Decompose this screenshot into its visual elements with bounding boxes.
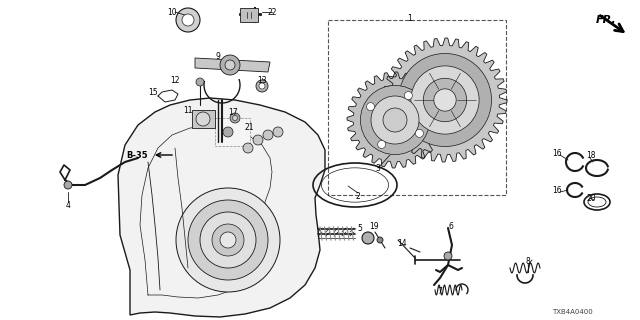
Circle shape: [176, 188, 280, 292]
Text: FR.: FR.: [596, 15, 617, 25]
Circle shape: [263, 130, 273, 140]
Circle shape: [367, 103, 374, 111]
Polygon shape: [195, 58, 270, 72]
Circle shape: [188, 200, 268, 280]
Circle shape: [399, 53, 492, 147]
Circle shape: [377, 237, 383, 243]
Text: 1: 1: [408, 13, 412, 22]
Text: 3: 3: [376, 164, 380, 172]
Circle shape: [259, 83, 265, 89]
Text: 17: 17: [228, 108, 238, 116]
Circle shape: [176, 8, 200, 32]
Polygon shape: [192, 110, 215, 128]
Text: 7: 7: [438, 287, 442, 297]
Circle shape: [253, 135, 263, 145]
Text: 5: 5: [358, 223, 362, 233]
Circle shape: [434, 89, 456, 111]
Circle shape: [230, 113, 240, 123]
Bar: [328, 20, 506, 195]
Text: 18: 18: [586, 150, 596, 159]
Circle shape: [404, 92, 412, 100]
Circle shape: [220, 55, 240, 75]
Circle shape: [223, 127, 233, 137]
Polygon shape: [383, 38, 507, 162]
Polygon shape: [118, 98, 325, 317]
Circle shape: [444, 252, 452, 260]
Circle shape: [411, 66, 479, 134]
Text: 2: 2: [356, 191, 360, 201]
Circle shape: [243, 143, 253, 153]
Circle shape: [371, 96, 419, 144]
Text: 21: 21: [244, 123, 253, 132]
Text: 20: 20: [586, 194, 596, 203]
Circle shape: [362, 232, 374, 244]
Text: 11: 11: [183, 106, 193, 115]
Text: 8: 8: [525, 258, 531, 267]
Text: 15: 15: [148, 87, 158, 97]
Text: 9: 9: [216, 52, 220, 60]
Text: 16: 16: [552, 148, 562, 157]
Polygon shape: [347, 72, 443, 168]
Polygon shape: [240, 8, 258, 22]
Text: 19: 19: [369, 221, 379, 230]
Text: 10: 10: [167, 7, 177, 17]
Text: 16: 16: [552, 186, 562, 195]
Text: B-35: B-35: [126, 150, 148, 159]
Text: 14: 14: [397, 238, 407, 247]
Circle shape: [378, 140, 386, 148]
Text: 6: 6: [449, 221, 453, 230]
Circle shape: [64, 181, 72, 189]
Circle shape: [360, 85, 429, 155]
Text: 4: 4: [65, 201, 70, 210]
Circle shape: [415, 129, 424, 137]
Circle shape: [200, 212, 256, 268]
Circle shape: [423, 78, 467, 122]
Circle shape: [220, 232, 236, 248]
Text: TXB4A0400: TXB4A0400: [552, 309, 593, 315]
Circle shape: [196, 112, 210, 126]
Circle shape: [225, 60, 235, 70]
Text: 22: 22: [268, 7, 276, 17]
Circle shape: [212, 224, 244, 256]
Circle shape: [273, 127, 283, 137]
Circle shape: [182, 14, 194, 26]
Circle shape: [383, 108, 407, 132]
Text: 12: 12: [170, 76, 180, 84]
Bar: [215, 118, 250, 146]
Circle shape: [196, 78, 204, 86]
Circle shape: [232, 116, 237, 121]
Circle shape: [256, 80, 268, 92]
Text: 13: 13: [257, 76, 267, 84]
